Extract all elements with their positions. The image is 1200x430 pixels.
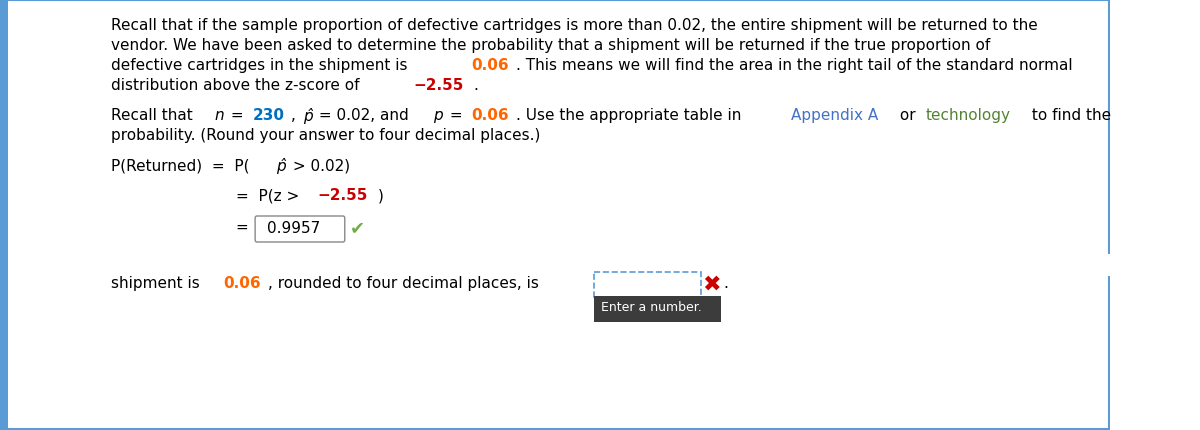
Text: p̂: p̂	[302, 108, 312, 124]
Text: n: n	[215, 108, 224, 123]
Text: vendor. We have been asked to determine the probability that a shipment will be : vendor. We have been asked to determine …	[112, 38, 990, 53]
Text: −2.55: −2.55	[414, 78, 464, 93]
Text: =: =	[444, 108, 467, 123]
Text: or: or	[895, 108, 920, 123]
Text: Enter a number.: Enter a number.	[601, 300, 701, 313]
Text: ,: ,	[290, 108, 301, 123]
Text: defective cartridges in the shipment is: defective cartridges in the shipment is	[112, 58, 413, 73]
Text: P(Returned)  =  P(: P(Returned) = P(	[112, 158, 250, 172]
Text: p: p	[433, 108, 443, 123]
Text: ✖: ✖	[702, 274, 721, 294]
Text: . This means we will find the area in the right tail of the standard normal: . This means we will find the area in th…	[516, 58, 1073, 73]
Text: Recall that: Recall that	[112, 108, 198, 123]
FancyBboxPatch shape	[109, 255, 1200, 276]
Text: =: =	[236, 219, 253, 234]
Text: > 0.02): > 0.02)	[288, 158, 350, 172]
Text: .: .	[474, 78, 479, 93]
Text: ✔: ✔	[350, 218, 365, 236]
Text: The approximate probability that a shipment will be: The approximate probability that a shipm…	[112, 255, 514, 270]
Text: p̂: p̂	[276, 158, 286, 174]
Text: returned if the: returned if the	[592, 255, 702, 270]
FancyBboxPatch shape	[256, 216, 344, 243]
Text: =  P(z >: = P(z >	[236, 187, 304, 203]
Text: = 0.02, and: = 0.02, and	[314, 108, 414, 123]
Text: 0.9957: 0.9957	[266, 221, 319, 236]
Text: The approximate probability that a shipment will be returned if the  true propor: The approximate probability that a shipm…	[112, 255, 973, 270]
Text: distribution above the z-score of: distribution above the z-score of	[112, 78, 365, 93]
Text: Recall that if the sample proportion of defective cartridges is more than 0.02, : Recall that if the sample proportion of …	[112, 18, 1038, 33]
FancyBboxPatch shape	[1, 1, 1109, 429]
Text: −2.55: −2.55	[317, 187, 367, 203]
Text: probability. (Round your answer to four decimal places.): probability. (Round your answer to four …	[112, 128, 540, 143]
Text: 230: 230	[253, 108, 284, 123]
Text: .: .	[724, 275, 728, 290]
Text: to find the: to find the	[1027, 108, 1111, 123]
Text: true proportion of defective cartridges in the: true proportion of defective cartridges …	[724, 255, 1072, 270]
Text: 0.06: 0.06	[472, 108, 509, 123]
Text: 0.06: 0.06	[223, 275, 260, 290]
Text: . Use the appropriate table in: . Use the appropriate table in	[516, 108, 746, 123]
Text: shipment is: shipment is	[112, 275, 205, 290]
Text: technology: technology	[926, 108, 1010, 123]
Text: , rounded to four decimal places, is: , rounded to four decimal places, is	[268, 275, 539, 290]
FancyBboxPatch shape	[1, 1, 8, 429]
Text: 0.06: 0.06	[470, 58, 509, 73]
Text: ): )	[377, 187, 383, 203]
FancyBboxPatch shape	[594, 296, 721, 322]
Text: Appendix A: Appendix A	[791, 108, 878, 123]
FancyBboxPatch shape	[594, 272, 701, 297]
Text: =: =	[226, 108, 248, 123]
